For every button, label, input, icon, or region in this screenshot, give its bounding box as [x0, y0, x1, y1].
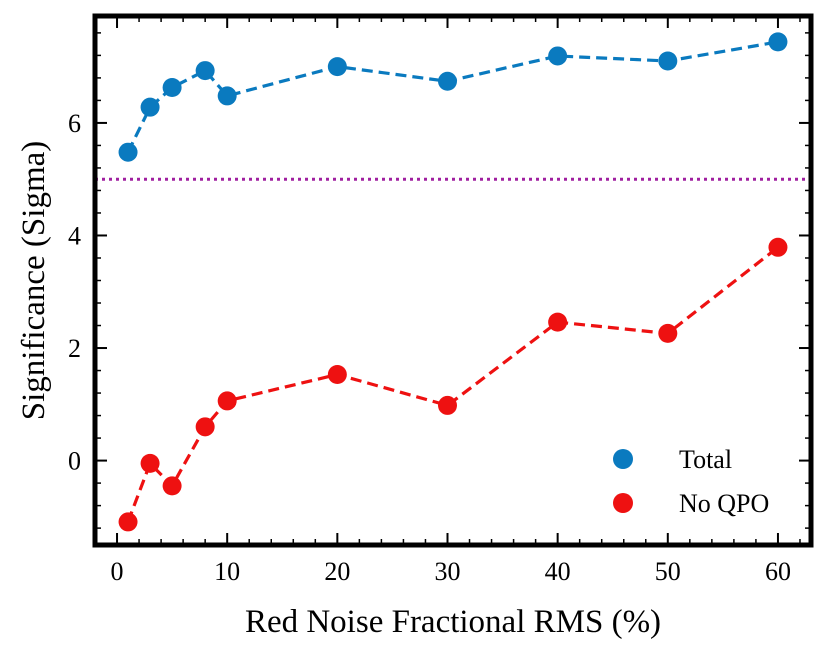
data-point-no-qpo	[548, 312, 568, 332]
data-point-total	[162, 77, 182, 97]
data-point-no-qpo	[140, 453, 160, 473]
x-tick-label: 0	[111, 557, 124, 586]
series-line-total	[126, 40, 779, 153]
data-point-total	[217, 86, 237, 106]
data-point-total	[437, 71, 457, 91]
legend-marker-no-qpo	[613, 493, 633, 513]
data-point-no-qpo	[658, 323, 678, 343]
series-layer	[118, 32, 788, 532]
x-tick-label: 40	[545, 557, 571, 586]
data-point-total	[118, 142, 138, 162]
x-tick-label: 10	[214, 557, 240, 586]
x-axis-label: Red Noise Fractional RMS (%)	[245, 604, 661, 640]
y-axis-label: Significance (Sigma)	[16, 141, 52, 421]
data-point-no-qpo	[162, 476, 182, 496]
data-point-total	[768, 32, 788, 52]
legend: Total No QPO	[613, 445, 769, 518]
plot-frame	[92, 13, 814, 548]
legend-marker-total	[613, 449, 633, 469]
data-point-no-qpo	[195, 417, 215, 437]
data-point-total	[195, 61, 215, 81]
data-point-no-qpo	[768, 237, 788, 257]
y-tick-label: 2	[68, 334, 81, 363]
data-point-total	[658, 51, 678, 71]
x-tick-label: 30	[434, 557, 460, 586]
tick-labels: 0 10 20 30 40 50 60 0 2 4 6	[68, 109, 791, 586]
x-tick-label: 60	[765, 557, 791, 586]
legend-label-total: Total	[679, 445, 732, 474]
y-tick-label: 0	[68, 447, 81, 476]
data-point-no-qpo	[217, 391, 237, 411]
data-point-no-qpo	[118, 512, 138, 532]
data-point-total	[327, 57, 347, 77]
data-point-total	[548, 46, 568, 66]
y-tick-label: 6	[68, 109, 81, 138]
legend-label-no-qpo: No QPO	[679, 489, 769, 518]
series-line-no-qpo	[126, 246, 779, 523]
x-tick-label: 50	[655, 557, 681, 586]
y-tick-label: 4	[68, 221, 81, 250]
data-point-no-qpo	[437, 395, 457, 415]
x-tick-label: 20	[324, 557, 350, 586]
data-point-total	[140, 97, 160, 117]
data-point-no-qpo	[327, 364, 347, 384]
